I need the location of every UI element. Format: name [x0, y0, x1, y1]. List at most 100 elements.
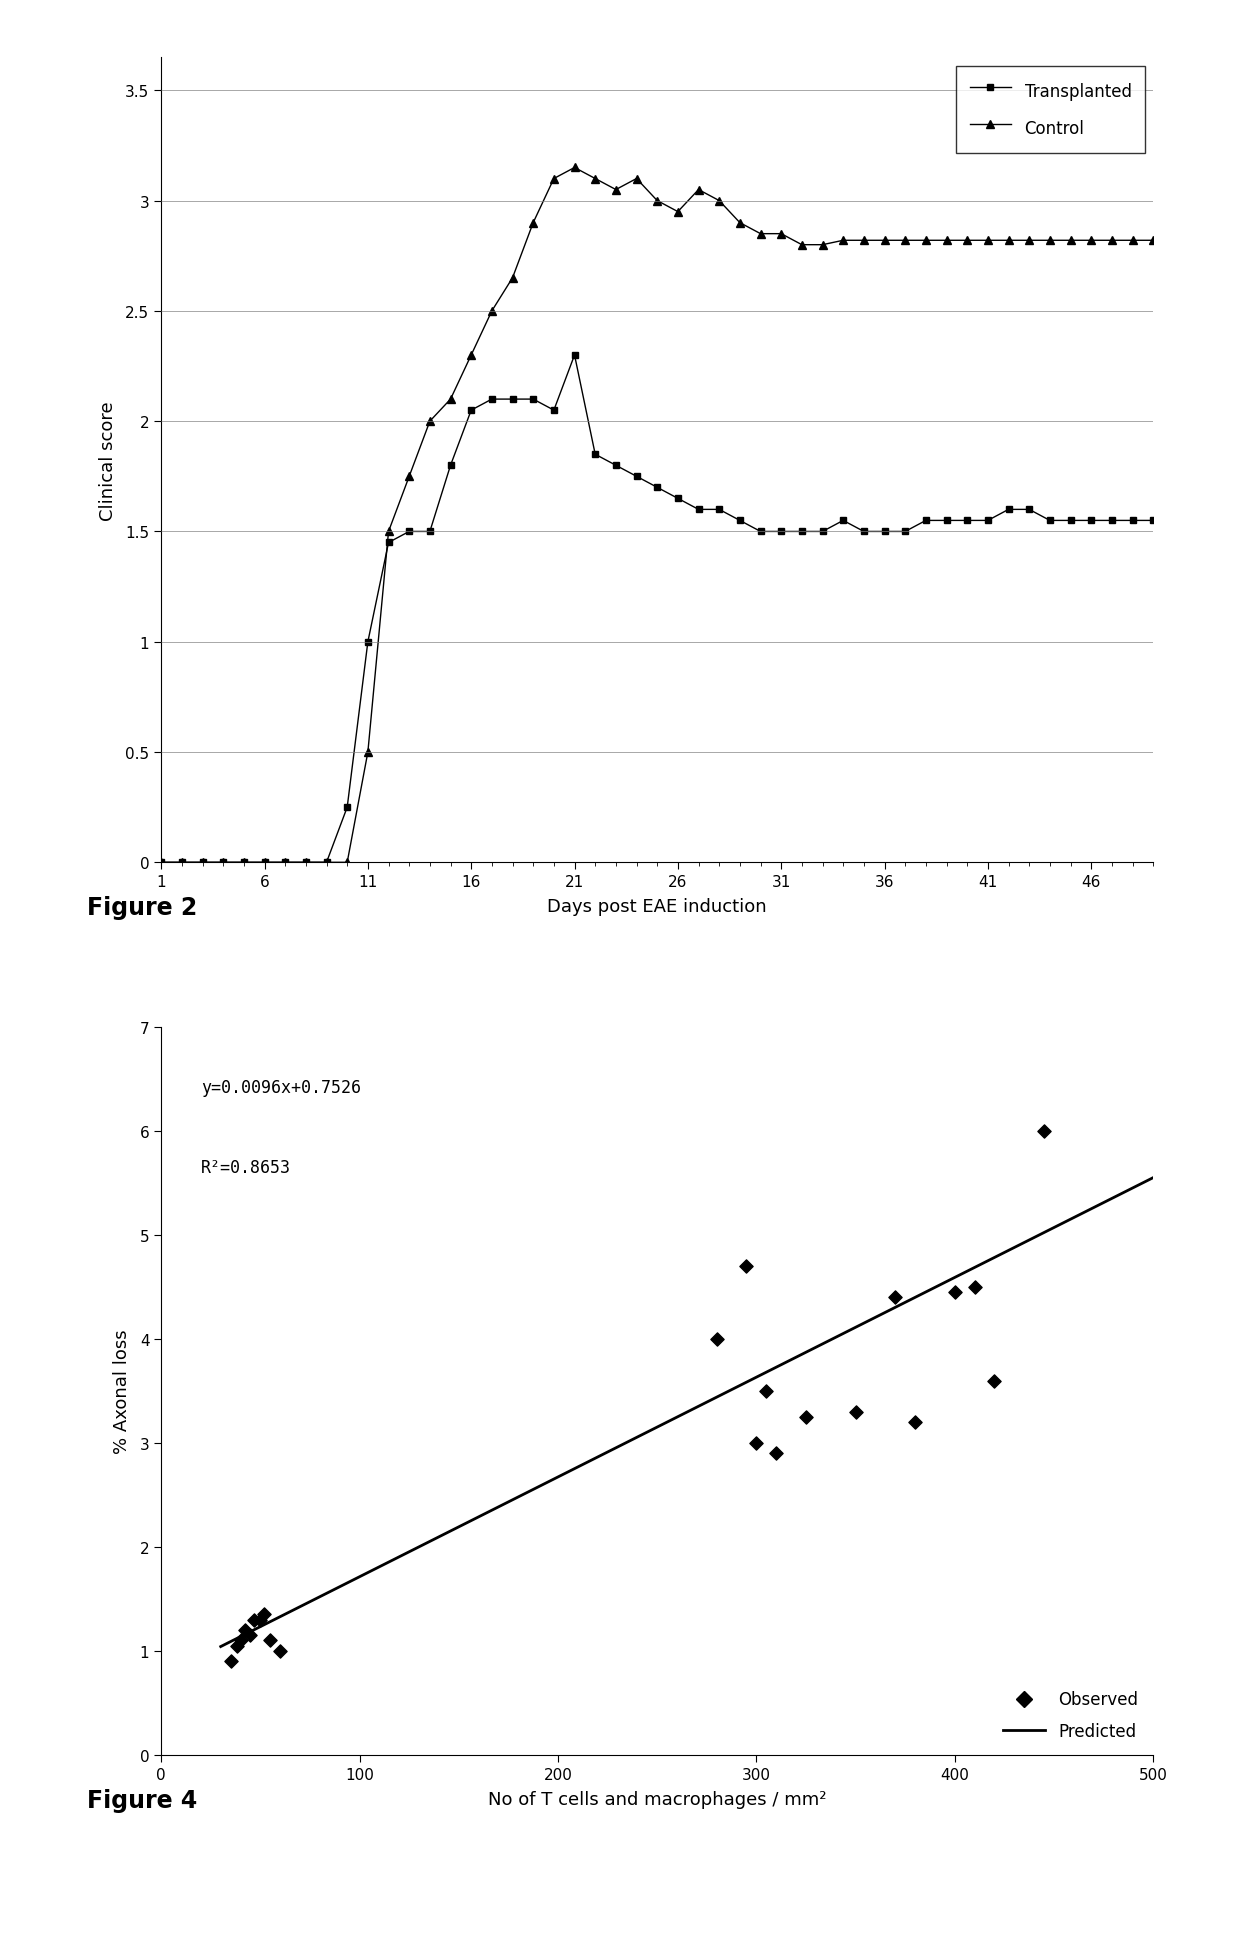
Control: [278, 851, 293, 874]
Control: [774, 223, 789, 246]
Transplanted: [877, 520, 892, 543]
Observed: [985, 1365, 1004, 1396]
Control: [402, 465, 417, 489]
Observed: [846, 1396, 866, 1427]
Transplanted: [237, 851, 252, 874]
Observed: [756, 1377, 776, 1408]
Transplanted: [795, 520, 810, 543]
Control: [1084, 229, 1099, 252]
Observed: [737, 1251, 756, 1282]
Transplanted: [1084, 510, 1099, 533]
Control: [712, 190, 727, 213]
Transplanted: [753, 520, 768, 543]
Control: [423, 411, 438, 434]
Observed: [766, 1439, 786, 1470]
Transplanted: [733, 510, 748, 533]
Text: Figure 4: Figure 4: [87, 1788, 197, 1811]
Control: [960, 229, 975, 252]
Predicted: [1066, 1206, 1081, 1229]
Control: [216, 851, 231, 874]
Observed: [746, 1427, 766, 1458]
Transplanted: [299, 851, 314, 874]
Transplanted: [691, 498, 706, 522]
Control: [485, 301, 500, 324]
Observed: [965, 1272, 985, 1303]
Transplanted: [939, 510, 954, 533]
Transplanted: [257, 851, 272, 874]
Control: [815, 235, 830, 258]
Predicted: [1099, 1191, 1114, 1214]
Text: Figure 2: Figure 2: [87, 896, 197, 919]
Control: [753, 223, 768, 246]
Line: Transplanted: Transplanted: [157, 353, 1157, 867]
Text: R²=0.8653: R²=0.8653: [201, 1160, 291, 1177]
Transplanted: [443, 454, 458, 477]
Transplanted: [712, 498, 727, 522]
Transplanted: [650, 477, 665, 500]
Control: [857, 229, 872, 252]
Transplanted: [216, 851, 231, 874]
Control: [361, 741, 376, 764]
Transplanted: [1063, 510, 1078, 533]
Transplanted: [485, 388, 500, 411]
Observed: [221, 1646, 241, 1677]
Control: [671, 202, 686, 225]
Observed: [905, 1408, 925, 1439]
Control: [795, 235, 810, 258]
Y-axis label: % Axonal loss: % Axonal loss: [113, 1328, 131, 1454]
Transplanted: [567, 343, 582, 366]
Transplanted: [919, 510, 934, 533]
Transplanted: [981, 510, 996, 533]
Transplanted: [402, 520, 417, 543]
Transplanted: [1043, 510, 1058, 533]
Control: [1125, 229, 1140, 252]
Control: [505, 268, 520, 291]
Transplanted: [836, 510, 851, 533]
Transplanted: [774, 520, 789, 543]
Control: [836, 229, 851, 252]
Predicted: [269, 1607, 284, 1631]
Predicted: [387, 1547, 402, 1571]
Observed: [270, 1635, 290, 1666]
Control: [443, 388, 458, 411]
Observed: [885, 1282, 905, 1313]
Predicted: [213, 1635, 228, 1658]
Observed: [254, 1600, 274, 1631]
Line: Predicted: Predicted: [221, 1179, 1153, 1646]
Control: [381, 520, 396, 543]
Transplanted: [629, 465, 644, 489]
Transplanted: [1146, 510, 1161, 533]
Observed: [250, 1604, 270, 1635]
Transplanted: [464, 399, 479, 423]
Legend: Transplanted, Control: Transplanted, Control: [956, 66, 1145, 153]
Transplanted: [319, 851, 334, 874]
Transplanted: [195, 851, 210, 874]
Transplanted: [1001, 498, 1016, 522]
Control: [1022, 229, 1037, 252]
Control: [319, 851, 334, 874]
Transplanted: [278, 851, 293, 874]
Control: [1043, 229, 1058, 252]
Transplanted: [154, 851, 169, 874]
Observed: [244, 1604, 264, 1635]
Observed: [945, 1278, 965, 1309]
Predicted: [250, 1617, 265, 1640]
Control: [340, 851, 355, 874]
Control: [154, 851, 169, 874]
Transplanted: [1125, 510, 1140, 533]
X-axis label: No of T cells and macrophages / mm²: No of T cells and macrophages / mm²: [489, 1790, 826, 1807]
Control: [898, 229, 913, 252]
Control: [526, 211, 541, 235]
Control: [877, 229, 892, 252]
Observed: [241, 1619, 260, 1650]
Transplanted: [1022, 498, 1037, 522]
Observed: [234, 1615, 254, 1646]
Control: [175, 851, 190, 874]
Transplanted: [671, 487, 686, 510]
Control: [547, 169, 562, 192]
Transplanted: [381, 531, 396, 555]
Observed: [260, 1625, 280, 1656]
Control: [567, 157, 582, 180]
Predicted: [461, 1510, 476, 1534]
Text: y=0.0096x+0.7526: y=0.0096x+0.7526: [201, 1078, 361, 1097]
